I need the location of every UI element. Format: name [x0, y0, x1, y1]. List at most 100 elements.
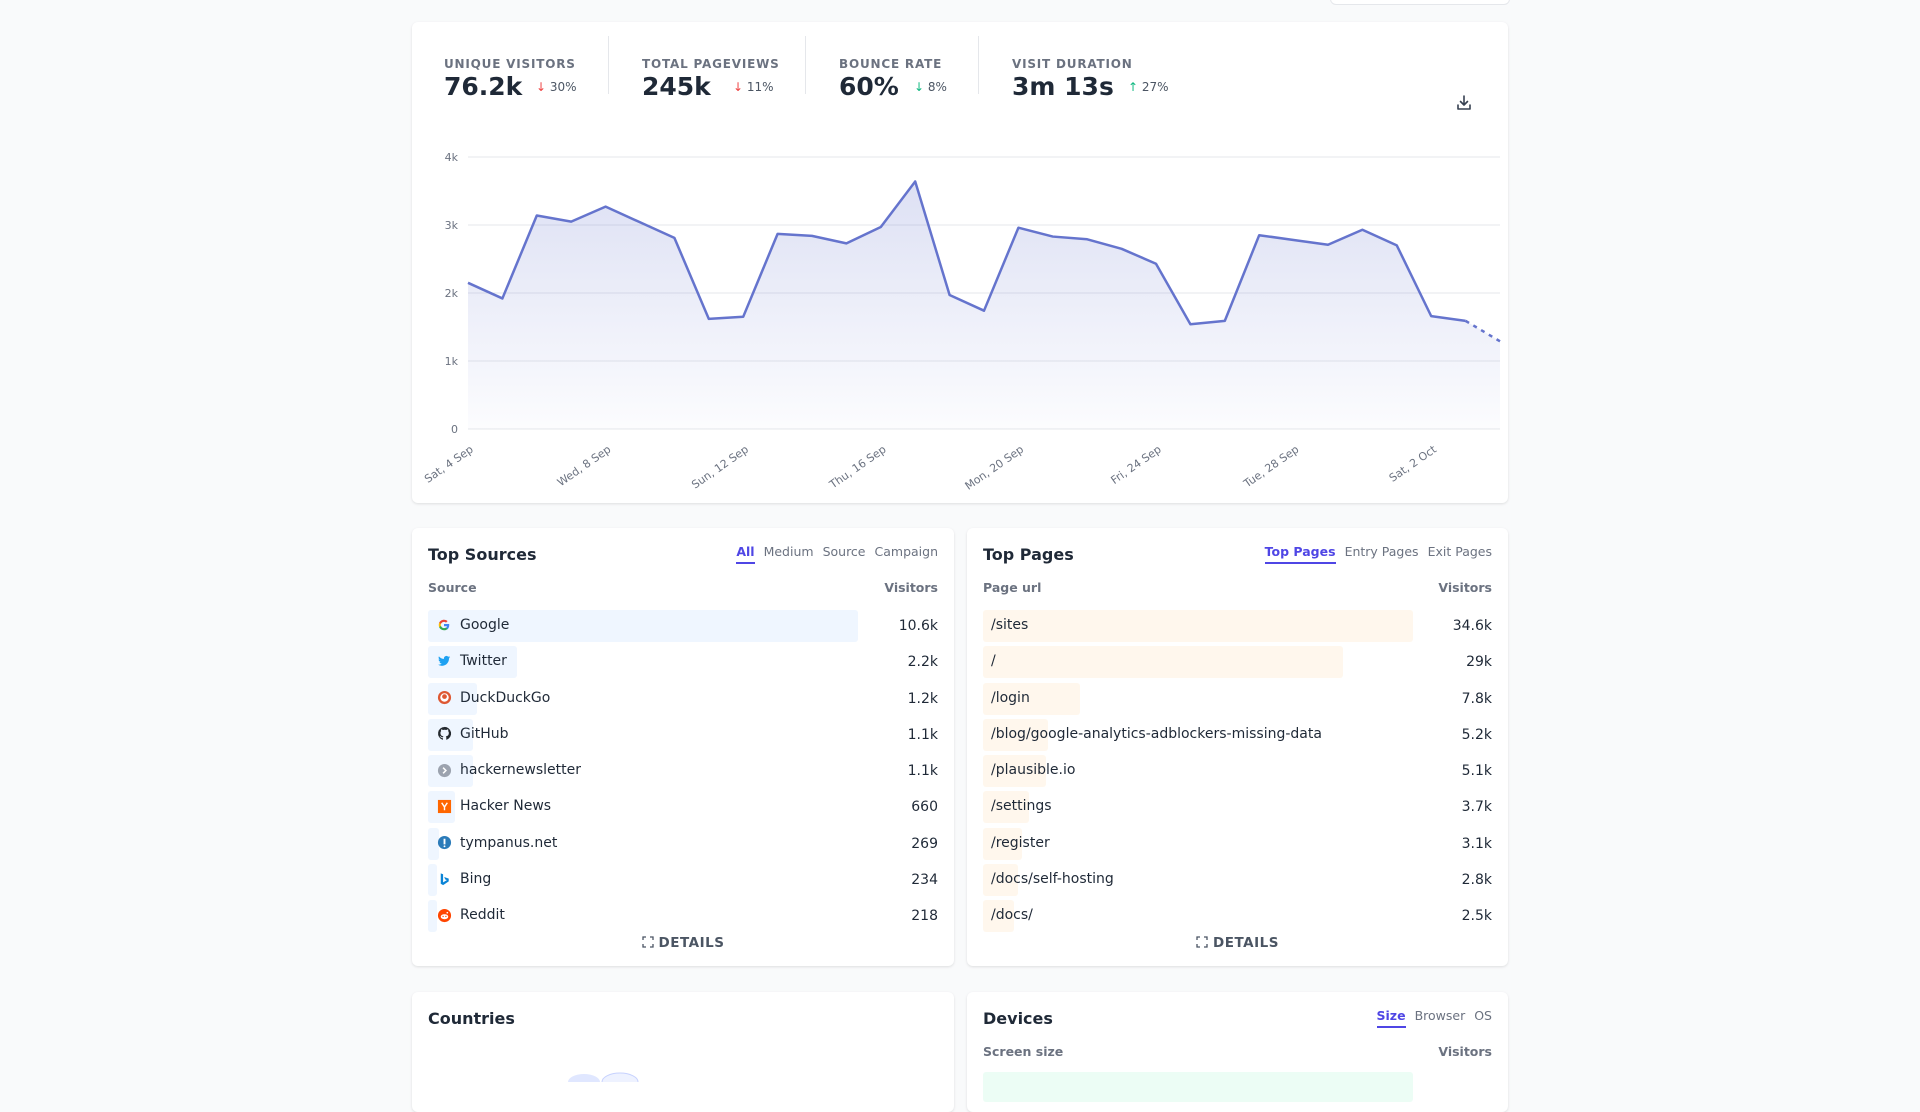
data-point[interactable] [1322, 239, 1334, 251]
tab-os[interactable]: OS [1474, 1008, 1492, 1023]
list-item[interactable]: Google 10.6k [428, 608, 938, 644]
data-point[interactable] [737, 311, 749, 323]
data-point[interactable] [1219, 315, 1231, 327]
list-item-label[interactable]: Bing [436, 871, 491, 887]
data-point[interactable] [1494, 335, 1506, 347]
tab-browser[interactable]: Browser [1414, 1008, 1466, 1023]
data-point[interactable] [1288, 234, 1300, 246]
list-item-label[interactable]: Twitter [436, 653, 507, 669]
list-item-label[interactable]: Hacker News [436, 798, 551, 814]
stat-change: ↓ 8% [914, 80, 947, 94]
data-point[interactable] [806, 230, 818, 242]
list-item[interactable]: /register 3.1k [983, 826, 1492, 862]
list-item-label[interactable]: /sites [991, 617, 1028, 633]
data-point[interactable] [565, 216, 577, 228]
panel-title: Top Sources [428, 545, 537, 564]
tab-top-pages[interactable]: Top Pages [1264, 544, 1336, 564]
data-point[interactable] [909, 175, 921, 187]
data-point[interactable] [1047, 231, 1059, 243]
data-point[interactable] [668, 232, 680, 244]
stat-divider [978, 36, 979, 94]
list-item[interactable]: / 29k [983, 644, 1492, 680]
list-item-label[interactable]: /settings [991, 798, 1052, 814]
data-point[interactable] [634, 216, 646, 228]
list-item-visitors: 660 [911, 799, 938, 816]
world-map[interactable] [562, 1062, 662, 1082]
list-item[interactable]: /settings 3.7k [983, 789, 1492, 825]
list-item[interactable]: /docs/2.5k [983, 898, 1492, 934]
stat-value: 60% [839, 72, 899, 101]
list-item[interactable]: Twitter 2.2k [428, 644, 938, 680]
list-item-label[interactable]: DuckDuckGo [436, 690, 550, 706]
list-item-name: /sites [991, 617, 1029, 633]
list-item-label[interactable]: Reddit [436, 907, 505, 923]
visitor-bar [983, 610, 1413, 642]
github-icon [436, 726, 452, 742]
details-button[interactable]: DETAILS [412, 935, 954, 951]
visitor-bar [428, 864, 438, 897]
list-item-label[interactable]: /plausible.io [991, 762, 1075, 778]
data-point[interactable] [1391, 239, 1403, 251]
list-item-label[interactable]: Google [436, 617, 509, 633]
column-header-page-url: Page url [983, 580, 1042, 595]
tab-size[interactable]: Size [1376, 1008, 1406, 1028]
visitors-line-chart[interactable]: 0 1k 2k 3k 4k Sat, 4 Sep Wed, 8 Sep Sun, 12 Se… [412, 122, 1508, 502]
data-point[interactable] [1425, 310, 1437, 322]
data-point[interactable] [1184, 318, 1196, 330]
list-item[interactable]: Reddit 218 [428, 898, 938, 934]
data-point[interactable] [1116, 243, 1128, 255]
list-item[interactable]: Hacker News 660 [428, 789, 938, 825]
list-item-name: /plausible.io [991, 762, 1076, 779]
list-item[interactable]: hackernewsletter 1.1k [428, 753, 938, 789]
list-item-label[interactable]: /docs/self-hosting [991, 871, 1114, 887]
data-point[interactable] [1150, 258, 1162, 270]
list-item[interactable]: tympanus.net 269 [428, 826, 938, 862]
details-label: DETAILS [1213, 935, 1279, 951]
data-point[interactable] [840, 237, 852, 249]
data-point[interactable] [944, 289, 956, 301]
list-item-label[interactable]: GitHub [436, 726, 509, 742]
data-point[interactable] [531, 209, 543, 221]
data-point[interactable] [1356, 224, 1368, 236]
list-item[interactable]: Bing 234 [428, 862, 938, 898]
twitter-icon [436, 653, 452, 669]
tab-campaign[interactable]: Campaign [874, 544, 939, 559]
data-point[interactable] [875, 221, 887, 233]
list-item-label[interactable]: /register [991, 835, 1050, 851]
top-sources-panel: Top Sources All Medium Source Campaign S… [412, 528, 954, 966]
list-item[interactable]: /docs/self-hosting 2.8k [983, 862, 1492, 898]
tab-source[interactable]: Source [822, 544, 866, 559]
list-item-label[interactable]: /login [991, 690, 1030, 706]
data-point[interactable] [772, 228, 784, 240]
device-row-bar[interactable] [983, 1072, 1413, 1102]
data-point[interactable] [703, 313, 715, 325]
tab-exit-pages[interactable]: Exit Pages [1427, 544, 1492, 559]
list-item-label[interactable]: /blog/google-analytics-adblockers-missin… [991, 726, 1322, 742]
tab-all[interactable]: All [736, 544, 755, 564]
details-button[interactable]: DETAILS [967, 935, 1508, 951]
list-item-visitors: 5.2k [1461, 726, 1492, 743]
list-item-label[interactable]: /docs/ [991, 907, 1033, 923]
list-item[interactable]: DuckDuckGo 1.2k [428, 681, 938, 717]
data-point[interactable] [1012, 222, 1024, 234]
data-point[interactable] [496, 292, 508, 304]
date-range-picker[interactable] [1330, 0, 1510, 5]
list-item-label[interactable]: tympanus.net [436, 835, 557, 851]
list-item[interactable]: /plausible.io 5.1k [983, 753, 1492, 789]
list-item[interactable]: /blog/google-analytics-adblockers-missin… [983, 717, 1492, 753]
data-point[interactable] [1081, 233, 1093, 245]
data-point[interactable] [978, 305, 990, 317]
tab-entry-pages[interactable]: Entry Pages [1344, 544, 1419, 559]
data-point[interactable] [600, 201, 612, 213]
list-item[interactable]: /sites 34.6k [983, 608, 1492, 644]
list-item[interactable]: /login 7.8k [983, 681, 1492, 717]
data-point[interactable] [1460, 315, 1472, 327]
list-item[interactable]: GitHub 1.1k [428, 717, 938, 753]
data-point[interactable] [1253, 229, 1265, 241]
list-item-label[interactable]: / [991, 653, 996, 669]
list-item-label[interactable]: hackernewsletter [436, 762, 581, 778]
arrow-up-icon: ↑ [1128, 80, 1139, 94]
tab-medium[interactable]: Medium [763, 544, 814, 559]
data-point[interactable] [462, 277, 474, 289]
download-icon[interactable] [1456, 94, 1472, 112]
